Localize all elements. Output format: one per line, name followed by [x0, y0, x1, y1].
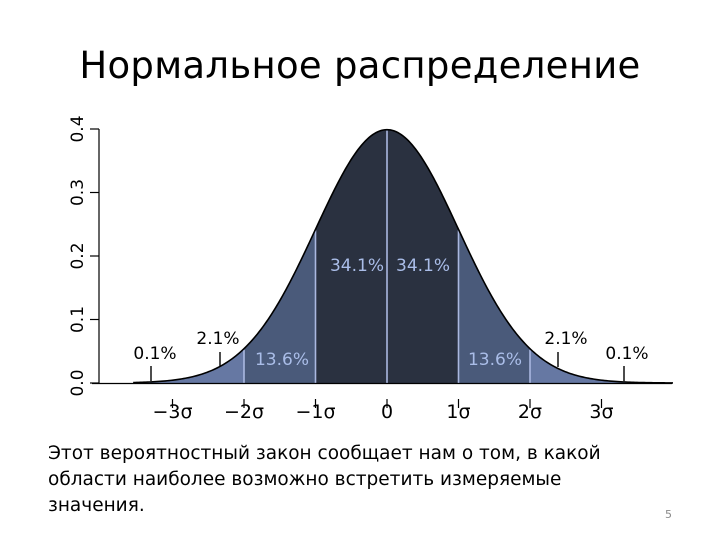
y-tick-label: 0.3 [68, 179, 88, 206]
region-label: 13.6% [468, 350, 522, 370]
x-tick-label: 0 [381, 401, 393, 423]
region-label: 2.1% [196, 329, 239, 349]
region-4 [172, 348, 244, 383]
y-tick-label: 0.0 [68, 369, 88, 396]
slide-title: Нормальное распределение [79, 44, 641, 87]
x-axis-ticks: −3σ −2σ −1σ 0 1σ 2σ 3σ [92, 382, 672, 423]
region-label: 13.6% [255, 350, 309, 370]
region-labels: 34.1% 34.1% 13.6% 13.6% 2.1% 2.1% 0.1% 0.1% [133, 256, 649, 381]
slide-caption: Этот вероятностный закон сообщает нам о … [48, 443, 601, 516]
region-label: 34.1% [396, 256, 450, 276]
y-axis: 0.0 0.1 0.2 0.3 0.4 [68, 115, 100, 397]
region-label: 0.1% [133, 344, 176, 364]
region-label: 34.1% [330, 256, 384, 276]
x-tick-label: −3σ [152, 401, 192, 423]
x-tick-label: 1σ [446, 401, 470, 423]
x-tick-label: 3σ [589, 401, 613, 423]
x-tick-label: 2σ [518, 401, 542, 423]
chart-dividers [243, 130, 531, 383]
page-number: 5 [665, 508, 672, 521]
x-tick-label: −1σ [295, 401, 335, 423]
region-label: 0.1% [605, 344, 648, 364]
y-tick-label: 0.4 [68, 115, 88, 142]
x-tick-label: −2σ [224, 401, 264, 423]
region-5 [530, 348, 602, 383]
normal-distribution-chart: 0.00.10.20.30.4 −3σ −2σ −1σ 0 1σ 2σ 3σ 34.1% 34… [68, 115, 674, 423]
density-curve [133, 128, 674, 384]
y-tick-label: 0.2 [68, 242, 88, 269]
y-tick-label: 0.1 [68, 306, 88, 333]
region-label: 2.1% [544, 329, 587, 349]
